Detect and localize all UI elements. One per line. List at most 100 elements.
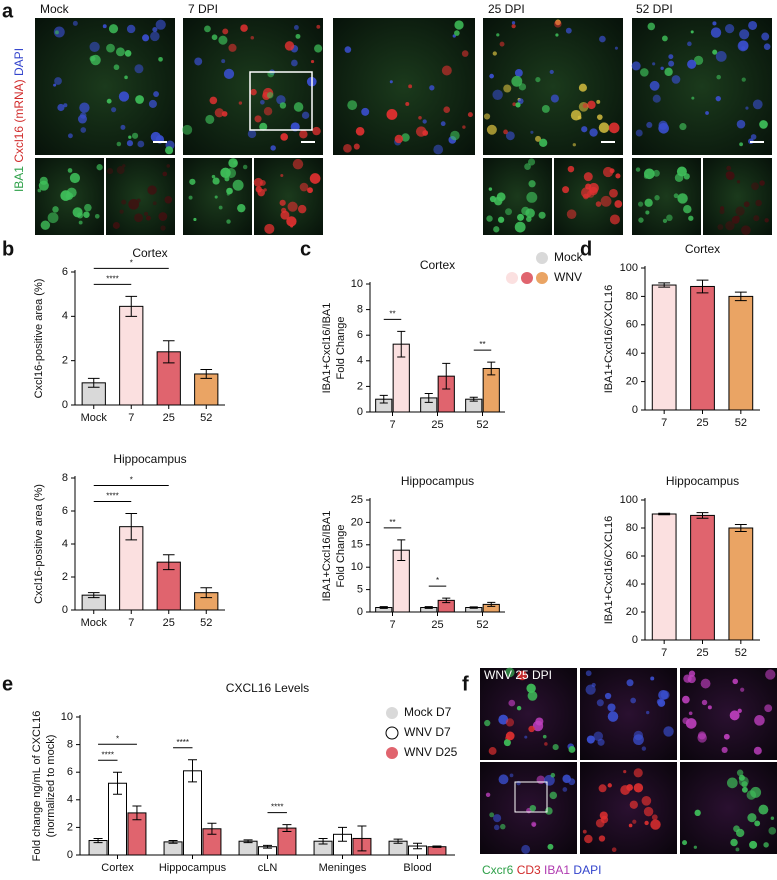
cell (731, 215, 740, 224)
cell (515, 102, 521, 108)
x-tick-label: Cortex (101, 862, 134, 874)
y-tick-label: 4 (62, 310, 68, 322)
cell (763, 43, 771, 50)
image-label: 25 DPI (488, 2, 525, 16)
cell (750, 134, 757, 140)
cell (745, 106, 749, 110)
cell (529, 804, 537, 812)
cell (598, 784, 607, 793)
cell (429, 85, 435, 91)
cell (121, 199, 127, 205)
error-bar (734, 291, 747, 302)
significance-label: * (130, 258, 133, 267)
cell (765, 669, 776, 680)
cell (119, 209, 124, 214)
cell (651, 814, 658, 821)
y-tick-label: 80 (626, 290, 638, 302)
cell (753, 746, 762, 755)
chart-title: Cortex (685, 242, 720, 256)
panel-label: b (2, 238, 14, 260)
error-bar (432, 845, 442, 848)
cell (661, 35, 668, 42)
legend-label: Mock (554, 250, 584, 264)
cell (712, 49, 718, 55)
panel-label: a (2, 0, 14, 22)
cell (467, 112, 473, 118)
micrograph (35, 18, 175, 155)
stain: DAPI (573, 863, 601, 877)
x-tick-label: 7 (661, 647, 667, 659)
stain-label: Cxcr6 CD3 IBA1 DAPI (482, 863, 601, 877)
stain: DAPI (12, 48, 26, 76)
cell (158, 56, 163, 62)
cell (741, 225, 751, 235)
stain: Cxcr6 (482, 863, 514, 877)
cell (688, 670, 696, 677)
cell (284, 41, 295, 51)
chart-title: Cortex (420, 258, 455, 272)
y-tick-label: 8 (62, 472, 68, 484)
error-bar (162, 340, 175, 364)
cell (640, 68, 649, 77)
x-tick-label: 7 (661, 417, 667, 429)
cell (37, 188, 42, 193)
cell (759, 180, 765, 186)
x-tick-label: cLN (258, 862, 278, 874)
y-tick-label: 20 (626, 606, 638, 618)
cell (615, 173, 621, 179)
cell (677, 193, 688, 204)
cell (80, 112, 87, 119)
cell (650, 676, 655, 681)
cell (401, 133, 410, 142)
cell (485, 792, 491, 798)
chart-title: CXCL16 Levels (226, 681, 309, 695)
error-bar (442, 362, 451, 390)
cell (528, 725, 535, 733)
stain: IBA1 (544, 863, 570, 877)
cell (312, 126, 321, 136)
cell (484, 719, 491, 727)
cell (263, 107, 273, 116)
cell (591, 682, 596, 688)
cell (637, 201, 644, 207)
cell (645, 210, 650, 215)
cell (126, 24, 136, 34)
micrograph (580, 762, 677, 854)
cell (716, 74, 721, 80)
cell (524, 735, 528, 739)
x-tick-label: 52 (735, 417, 747, 429)
cell (314, 44, 323, 53)
error-bar (424, 392, 433, 403)
cell (164, 195, 173, 204)
cell (607, 783, 612, 788)
cell (247, 129, 257, 139)
cell (732, 678, 739, 685)
cell (626, 679, 634, 687)
cell (270, 145, 276, 151)
cell (726, 777, 738, 789)
cell (232, 179, 244, 191)
cell (511, 24, 516, 29)
cell (623, 770, 627, 774)
cell (240, 24, 248, 32)
y-tick-label: 5 (357, 584, 363, 596)
cell (641, 746, 647, 751)
cell (632, 819, 637, 824)
error-bar (87, 377, 100, 388)
cell (565, 27, 572, 34)
cell (135, 95, 144, 104)
cell (222, 28, 229, 35)
significance-label: * (130, 476, 133, 485)
cell (643, 168, 655, 180)
legend-swatch (386, 707, 398, 719)
cell (635, 129, 643, 137)
bar (690, 285, 715, 411)
cell (600, 195, 612, 207)
cell (55, 30, 59, 35)
cell (280, 210, 290, 220)
cell (528, 180, 536, 188)
cell (250, 88, 257, 96)
cell (166, 164, 171, 168)
cell (589, 128, 598, 137)
